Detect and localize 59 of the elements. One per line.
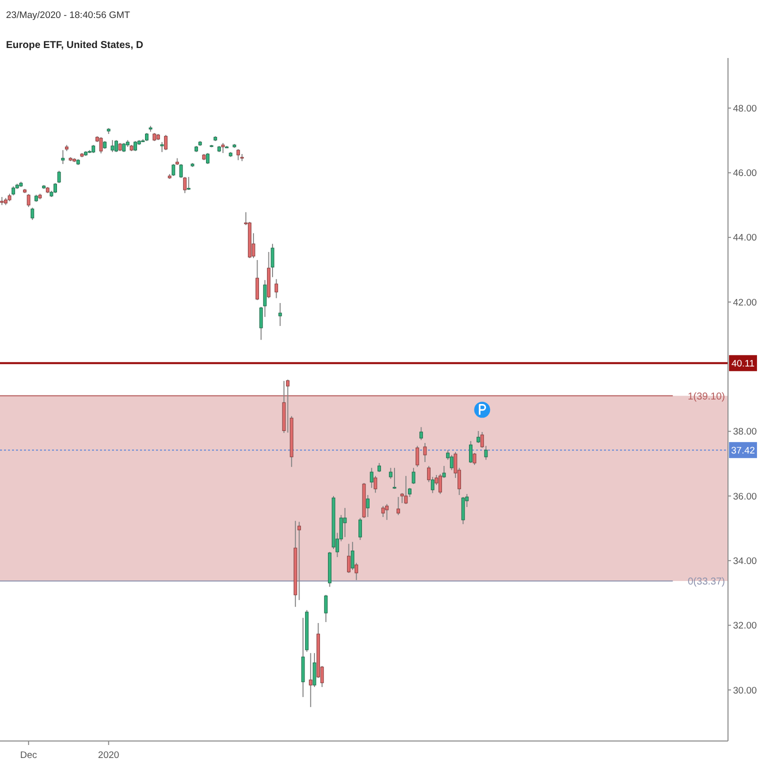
y-tick-label: 44.00: [733, 232, 757, 244]
candlestick: [423, 442, 427, 463]
candlestick: [134, 140, 138, 152]
y-tick-label: 32.00: [733, 620, 757, 632]
candlestick: [412, 467, 416, 485]
candlestick: [381, 506, 385, 518]
candlestick: [122, 142, 126, 153]
ref-line-label: 40.11: [731, 358, 755, 370]
x-tick-label: 2020: [98, 750, 120, 761]
candlestick: [61, 150, 65, 165]
candlestick: [347, 543, 350, 574]
candlestick: [385, 504, 389, 520]
ref-line-label: 37.42: [731, 445, 755, 456]
ref-line-label: 0(33.37): [688, 576, 725, 588]
y-tick-label: 38.00: [733, 426, 757, 438]
candlestick: [114, 140, 118, 153]
candlestick: [484, 445, 488, 460]
x-tick-label: Dec: [20, 750, 38, 761]
text: 23/May/2020 - 18:40:56 GMT: [6, 10, 130, 21]
candlestick: [450, 454, 454, 471]
candlestick: [274, 278, 278, 299]
candlestick: [30, 207, 34, 220]
candlestick: [461, 496, 465, 525]
candlestick: [324, 594, 328, 623]
y-tick-label: 46.00: [733, 168, 757, 180]
candlestick: [472, 452, 476, 466]
candlestick: [186, 176, 190, 190]
y-tick-label: 36.00: [733, 491, 757, 502]
candlestick: [416, 445, 420, 468]
ref-line-label: 1(39.10): [688, 391, 725, 402]
candlestick: [358, 517, 362, 540]
candlestick: [57, 170, 61, 184]
candlestick: [54, 182, 57, 194]
candlestick: [236, 148, 240, 161]
candlestick: [468, 440, 472, 464]
chart-title: Europe ETF, United States, D: [6, 40, 144, 51]
candlestick: [378, 462, 381, 473]
candlestick: [164, 134, 168, 151]
y-tick-label: 34.00: [733, 556, 757, 567]
candlestick: [278, 302, 282, 326]
candlestick: [442, 465, 446, 478]
candlestick: [206, 152, 210, 165]
y-tick-label: 42.00: [733, 297, 757, 308]
candlestick: [404, 475, 408, 505]
y-tick-label: 48.00: [733, 103, 757, 114]
candlestick: [221, 142, 225, 154]
candlestick: [270, 243, 274, 278]
candlestick: [256, 260, 260, 301]
candlestick: [396, 496, 400, 516]
candlestick: [476, 430, 480, 444]
candlestick: [308, 652, 312, 708]
candlestick: [110, 140, 114, 153]
y-tick-label: 30.00: [733, 685, 757, 696]
candlestick: [392, 467, 396, 490]
candlestick: [343, 507, 347, 538]
candlestick: [366, 494, 370, 518]
candlestick: [99, 136, 103, 154]
candlestick: [26, 194, 30, 208]
candlestick: [419, 426, 423, 441]
